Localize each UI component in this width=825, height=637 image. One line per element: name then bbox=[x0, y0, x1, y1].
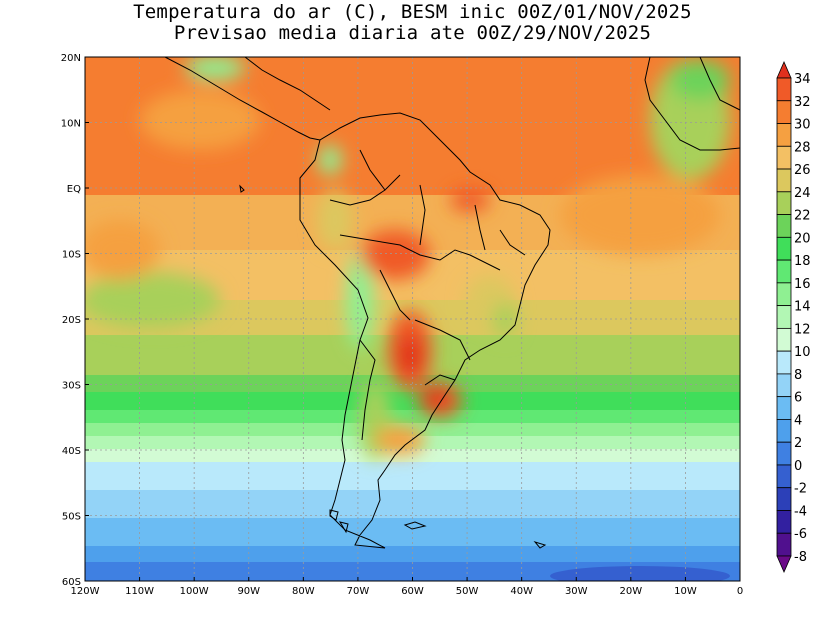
colorbar-label: -4 bbox=[794, 504, 807, 519]
colorbar-label: 32 bbox=[794, 95, 811, 110]
colorbar-label: -6 bbox=[794, 527, 807, 542]
colorbar-label: 26 bbox=[794, 163, 811, 178]
colorbar-label: 24 bbox=[794, 186, 811, 201]
map-title: Temperatura do ar (C), BESM inic 00Z/01/… bbox=[0, 2, 825, 44]
temperature-field bbox=[85, 57, 740, 581]
colorbar-swatch bbox=[776, 396, 792, 420]
lon-tick-label: 110W bbox=[125, 586, 154, 597]
colorbar-swatch bbox=[776, 282, 792, 307]
colorbar-label: 8 bbox=[794, 368, 802, 383]
lon-tick-label: 30W bbox=[565, 586, 588, 597]
colorbar-swatch bbox=[776, 100, 792, 124]
colorbar-label: 4 bbox=[794, 413, 802, 428]
colorbar-label: 12 bbox=[794, 322, 811, 337]
colorbar-label: 34 bbox=[794, 72, 811, 87]
colorbar-swatch bbox=[776, 305, 792, 329]
lon-tick-label: 120W bbox=[71, 586, 100, 597]
colorbar-swatch bbox=[776, 145, 792, 170]
colorbar-label: 18 bbox=[794, 254, 811, 269]
lon-tick-label: 100W bbox=[180, 586, 209, 597]
colorbar-swatch bbox=[776, 487, 792, 511]
lat-tick-label: 60S bbox=[62, 577, 81, 588]
colorbar-swatch bbox=[776, 77, 792, 102]
coastline bbox=[164, 56, 741, 549]
lat-tick-label: 30S bbox=[62, 381, 81, 392]
lon-tick-label: 10W bbox=[674, 586, 697, 597]
colorbar-swatch bbox=[776, 464, 792, 489]
lon-tick-label: 0 bbox=[737, 586, 743, 597]
colorbar-swatch bbox=[776, 327, 792, 352]
colorbar-swatch bbox=[776, 373, 792, 398]
colorbar-swatch bbox=[776, 532, 792, 557]
colorbar-swatch bbox=[776, 510, 792, 534]
lat-tick-label: 20S bbox=[62, 315, 81, 326]
colorbar-swatch bbox=[776, 259, 792, 284]
colorbar-swatch bbox=[776, 168, 792, 193]
lon-tick-label: 40W bbox=[510, 586, 533, 597]
colorbar-label: 0 bbox=[794, 459, 802, 474]
colorbar-label: 2 bbox=[794, 436, 802, 451]
lat-tick-label: 40S bbox=[62, 446, 81, 457]
lat-tick-label: 20N bbox=[61, 53, 81, 64]
colorbar-label: 22 bbox=[794, 209, 811, 224]
colorbar-label: 20 bbox=[794, 231, 811, 246]
title-line-1: Temperatura do ar (C), BESM inic 00Z/01/… bbox=[133, 1, 692, 23]
colorbar-bottom-arrow bbox=[776, 555, 792, 573]
colorbar-top-arrow bbox=[776, 61, 792, 79]
colorbar-label: 14 bbox=[794, 300, 811, 315]
colorbar-label: -8 bbox=[794, 550, 807, 565]
lat-tick-label: EQ bbox=[67, 184, 81, 195]
lat-tick-label: 50S bbox=[62, 512, 81, 523]
lon-tick-label: 80W bbox=[292, 586, 315, 597]
colorbar-swatch bbox=[776, 419, 792, 443]
colorbar-label: 28 bbox=[794, 140, 811, 155]
colorbar-swatch bbox=[776, 123, 792, 147]
colorbar-label: 16 bbox=[794, 277, 811, 292]
colorbar-swatch bbox=[776, 236, 792, 261]
title-line-2: Previsao media diaria ate 00Z/29/NOV/202… bbox=[173, 22, 652, 44]
lon-tick-label: 60W bbox=[401, 586, 424, 597]
lon-tick-labels: 120W 110W 100W 90W 80W 70W 60W 50W 40W 30W 20W 10W 0 bbox=[71, 577, 743, 597]
colorbar-swatch bbox=[776, 214, 792, 238]
lat-tick-label: 10S bbox=[62, 250, 81, 261]
lon-tick-label: 70W bbox=[347, 586, 370, 597]
colorbar-label: 10 bbox=[794, 345, 811, 360]
colorbar-swatch bbox=[776, 441, 792, 466]
lon-tick-label: 20W bbox=[620, 586, 643, 597]
lat-tick-label: 10N bbox=[61, 119, 81, 130]
lat-tick-labels: 20N 10N EQ 10S 20S 30S 40S 50S 60S bbox=[61, 53, 89, 588]
colorbar-label: -2 bbox=[794, 482, 807, 497]
colorbar-label: 6 bbox=[794, 391, 802, 406]
colorbar-swatch bbox=[776, 191, 792, 215]
map-grid bbox=[85, 57, 740, 581]
lon-tick-label: 50W bbox=[456, 586, 479, 597]
lon-tick-label: 90W bbox=[237, 586, 260, 597]
colorbar-label: 30 bbox=[794, 118, 811, 133]
colorbar-swatch bbox=[776, 350, 792, 375]
